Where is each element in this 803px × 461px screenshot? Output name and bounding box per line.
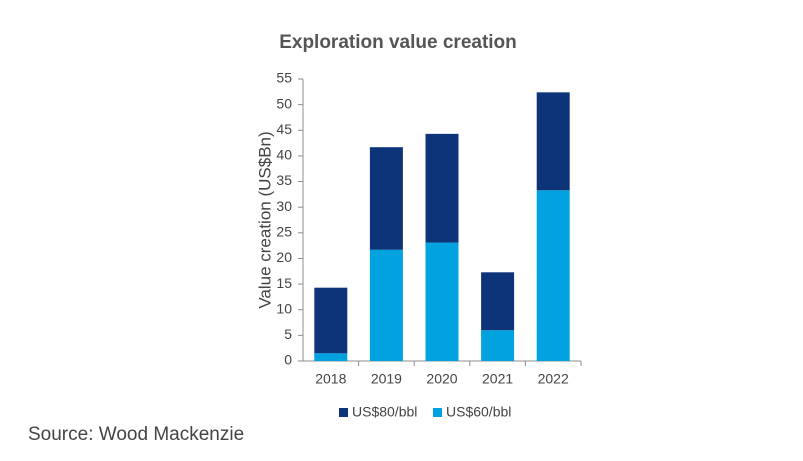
chart-title: Exploration value creation — [279, 32, 517, 53]
bar-US$60/bbl-2020 — [425, 242, 459, 361]
legend-label: US$60/bbl — [446, 404, 511, 420]
bar-US$80/bbl-2019 — [369, 147, 403, 250]
bar-US$80/bbl-2018 — [314, 287, 348, 354]
y-tick-label: 0 — [284, 352, 292, 368]
y-tick-label: 25 — [276, 224, 292, 240]
y-tick-label: 10 — [276, 300, 292, 316]
bar-US$60/bbl-2019 — [369, 249, 403, 361]
x-tick-label: 2022 — [538, 371, 569, 387]
y-tick-label: 45 — [276, 121, 292, 137]
legend-swatch — [339, 408, 348, 417]
bar-US$60/bbl-2022 — [536, 190, 570, 361]
y-tick-label: 40 — [276, 147, 292, 163]
y-tick-label: 5 — [284, 326, 292, 342]
source-note: Source: Wood Mackenzie — [28, 424, 245, 445]
y-tick-label: 55 — [276, 70, 292, 86]
y-tick-label: 20 — [276, 249, 292, 265]
x-tick-label: 2018 — [315, 371, 346, 387]
y-tick-label: 30 — [276, 198, 292, 214]
x-tick-label: 2020 — [426, 371, 457, 387]
y-tick-label: 15 — [276, 275, 292, 291]
bar-US$80/bbl-2020 — [425, 133, 459, 243]
bar-US$60/bbl-2018 — [314, 353, 348, 361]
bar-US$80/bbl-2021 — [481, 272, 515, 331]
legend: US$80/bbl US$60/bbl — [339, 404, 511, 420]
legend-swatch — [433, 408, 442, 417]
x-tick-label: 2021 — [482, 371, 513, 387]
bar-US$80/bbl-2022 — [536, 92, 570, 191]
plot-area: 0 5 10 15 20 25 30 35 40 45 50 55 2018 2019 2020 2021 20… — [276, 70, 582, 387]
y-axis-label: Value creation (US$Bn) — [255, 131, 274, 308]
y-tick-label: 50 — [276, 95, 292, 111]
legend-label: US$80/bbl — [352, 404, 417, 420]
y-axis-label-group: Value creation (US$Bn) — [255, 131, 274, 308]
x-tick-label: 2019 — [371, 371, 402, 387]
bar-US$60/bbl-2021 — [481, 330, 515, 361]
y-tick-label: 35 — [276, 172, 292, 188]
